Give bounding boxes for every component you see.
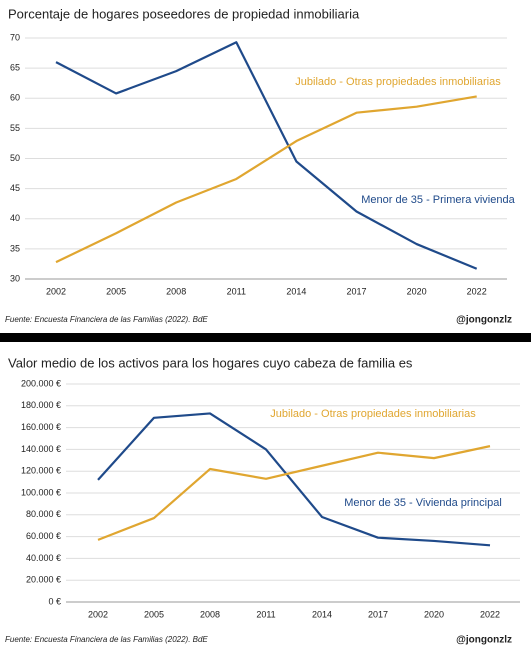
x-tick-label: 2020 <box>407 286 427 296</box>
y-tick-label: 40 <box>10 213 20 223</box>
panel <box>0 342 531 658</box>
y-tick-label: 65 <box>10 63 20 73</box>
y-tick-label: 120.000 € <box>21 466 61 476</box>
y-tick-label: 60.000 € <box>26 531 61 541</box>
x-tick-label: 2020 <box>424 609 444 619</box>
x-tick-label: 2008 <box>166 286 186 296</box>
y-tick-label: 50 <box>10 153 20 163</box>
x-tick-label: 2002 <box>88 609 108 619</box>
y-tick-label: 180.000 € <box>21 400 61 410</box>
x-tick-label: 2008 <box>200 609 220 619</box>
x-tick-label: 2005 <box>106 286 126 296</box>
y-tick-label: 55 <box>10 123 20 133</box>
y-tick-label: 100.000 € <box>21 487 61 497</box>
x-tick-label: 2005 <box>144 609 164 619</box>
x-tick-label: 2002 <box>46 286 66 296</box>
series-line <box>97 412 491 547</box>
panel <box>0 0 531 333</box>
series-label: Menor de 35 - Vivienda principal <box>344 497 502 509</box>
series-line <box>55 95 477 264</box>
series-label: Menor de 35 - Primera vivienda <box>361 194 515 206</box>
handle: @jongonzlz <box>456 635 512 646</box>
series-label: Jubilado - Otras propiedades inmobiliari… <box>295 76 501 88</box>
y-tick-label: 45 <box>10 183 20 193</box>
y-tick-label: 70 <box>10 32 20 42</box>
series-label: Jubilado - Otras propiedades inmobiliari… <box>270 408 476 420</box>
y-tick-label: 20.000 € <box>26 575 61 585</box>
chart-title: Valor medio de los activos para los hoga… <box>8 355 413 370</box>
y-tick-label: 200.000 € <box>21 378 61 388</box>
x-tick-label: 2017 <box>368 609 388 619</box>
x-tick-label: 2014 <box>312 609 332 619</box>
x-tick-label: 2011 <box>227 286 246 296</box>
y-tick-label: 0 € <box>48 596 61 606</box>
y-tick-label: 80.000 € <box>26 509 61 519</box>
x-tick-label: 2017 <box>346 286 366 296</box>
x-tick-label: 2014 <box>286 286 306 296</box>
x-tick-label: 2022 <box>480 609 500 619</box>
y-tick-label: 60 <box>10 93 20 103</box>
chart-title: Porcentaje de hogares poseedores de prop… <box>8 6 360 21</box>
handle: @jongonzlz <box>456 315 512 326</box>
source: Fuente: Encuesta Financiera de las Famil… <box>5 635 208 644</box>
series-line <box>55 41 478 270</box>
x-tick-label: 2022 <box>467 286 487 296</box>
y-tick-label: 35 <box>10 243 20 253</box>
y-tick-label: 40.000 € <box>26 553 61 563</box>
y-tick-label: 140.000 € <box>21 444 61 454</box>
y-tick-label: 30 <box>10 273 20 283</box>
y-tick-label: 160.000 € <box>21 422 61 432</box>
source: Fuente: Encuesta Financiera de las Famil… <box>5 315 208 324</box>
series-line <box>97 445 491 541</box>
x-tick-label: 2011 <box>256 609 275 619</box>
